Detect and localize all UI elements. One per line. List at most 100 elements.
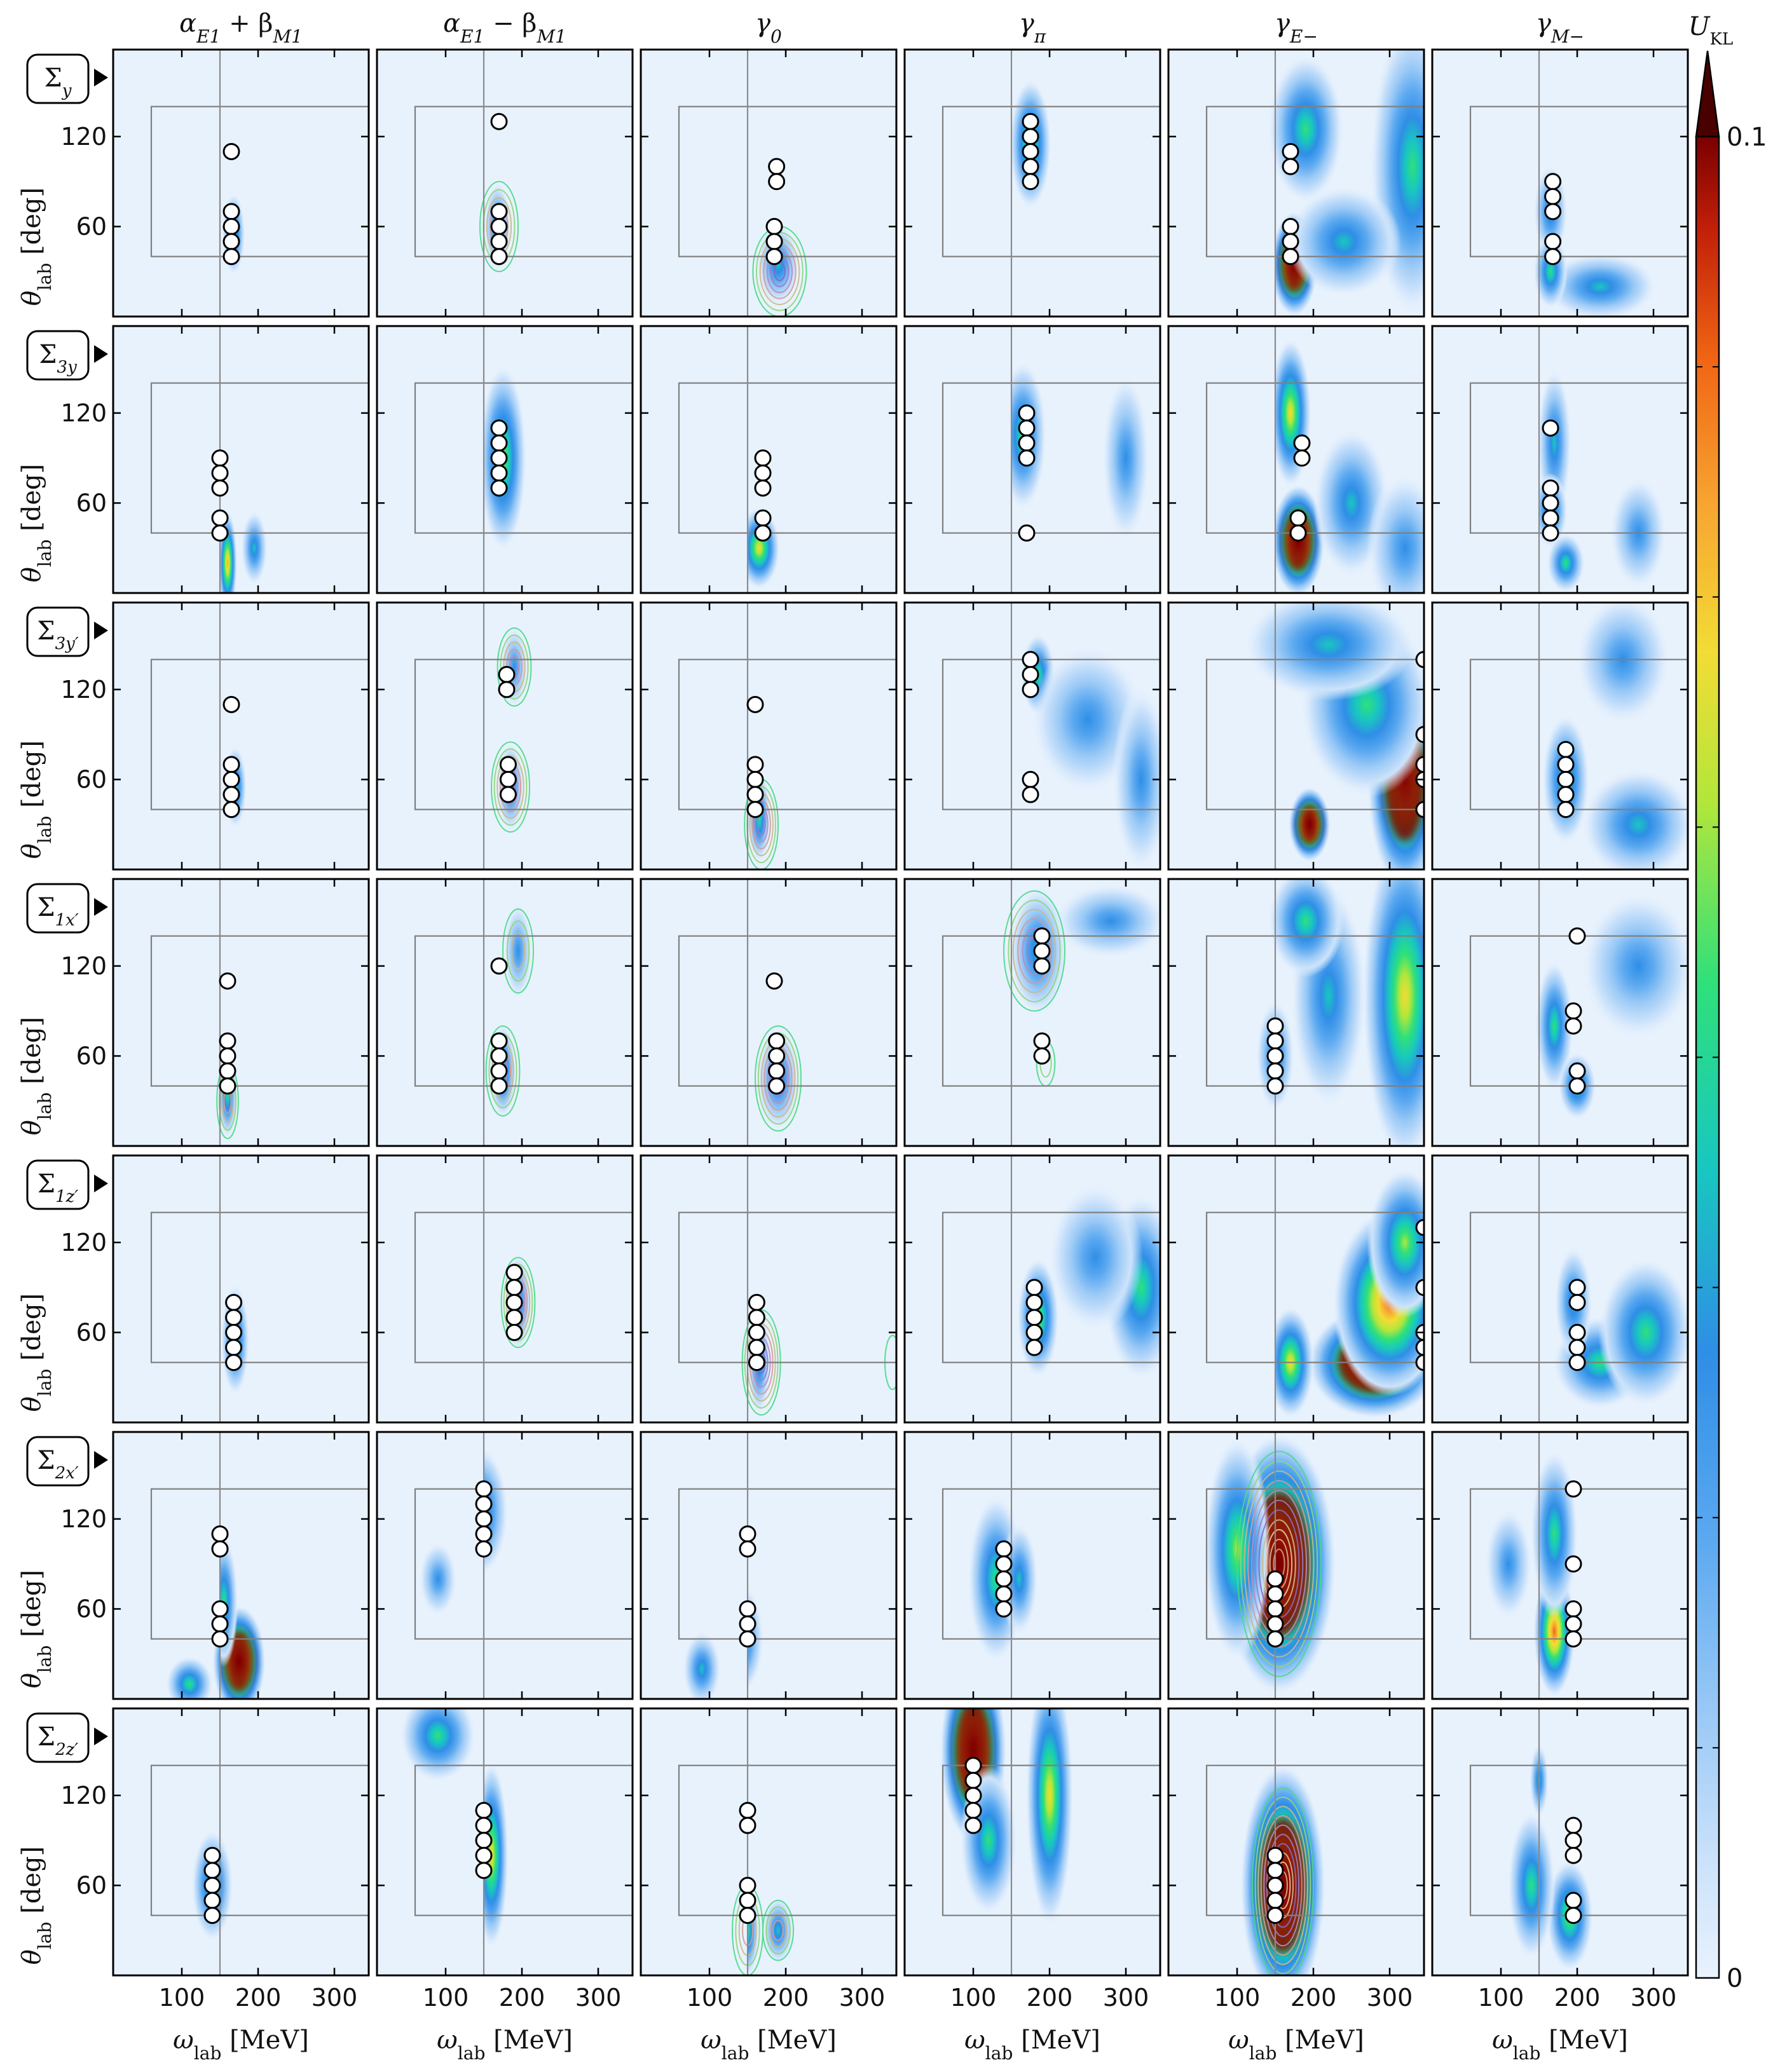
data-point bbox=[475, 1862, 493, 1879]
panel-background bbox=[113, 879, 369, 1146]
data-point bbox=[1266, 1630, 1284, 1648]
x-tick-label: 300 bbox=[1367, 1984, 1413, 2012]
x-axis-label: ωlab [MeV] bbox=[964, 2026, 1100, 2064]
data-point bbox=[1542, 479, 1559, 497]
svg-text:Σy: Σy bbox=[44, 64, 72, 100]
region-box bbox=[1205, 1764, 1424, 1916]
panel-r4-c2 bbox=[376, 878, 634, 1147]
data-point bbox=[768, 1032, 786, 1050]
data-point bbox=[1568, 1354, 1586, 1372]
region-box bbox=[414, 382, 633, 534]
region-box bbox=[150, 935, 369, 1087]
contour-line bbox=[485, 1025, 521, 1117]
panel-r6-c5 bbox=[1167, 1431, 1425, 1700]
row-label-1z: Σ1z′ bbox=[26, 1159, 90, 1210]
data-point bbox=[490, 217, 508, 235]
region-box bbox=[150, 1211, 369, 1363]
y-tick-label: 120 bbox=[60, 952, 107, 980]
row-arrow-icon bbox=[94, 1175, 108, 1192]
data-point bbox=[739, 1891, 756, 1909]
panel-r1-c1: 60 120 θlab [deg] Σy bbox=[17, 48, 370, 318]
density-region bbox=[1484, 1508, 1533, 1621]
panel-frame bbox=[112, 1707, 370, 1977]
region-box bbox=[941, 1488, 1160, 1640]
data-point bbox=[225, 1293, 243, 1311]
data-point bbox=[1544, 173, 1562, 191]
region-box bbox=[941, 1764, 1160, 1916]
data-point bbox=[746, 695, 764, 713]
row-label-2x: Σ2x′ bbox=[26, 1436, 90, 1487]
y-tick-label: 60 bbox=[76, 1595, 107, 1623]
data-point bbox=[222, 217, 240, 235]
contour-line bbox=[503, 1264, 533, 1342]
data-point bbox=[1289, 509, 1307, 527]
panel-background bbox=[113, 50, 369, 317]
x-axis-label: ωlab [MeV] bbox=[1228, 2026, 1364, 2064]
y-tick-label: 60 bbox=[76, 1871, 107, 1899]
region-box bbox=[150, 1764, 369, 1916]
panel-frame bbox=[903, 325, 1161, 594]
data-point bbox=[203, 1846, 221, 1864]
panel-r3-c6 bbox=[1431, 601, 1689, 871]
x-tick-label: 300 bbox=[1631, 1984, 1677, 2012]
density-region bbox=[1598, 1257, 1688, 1408]
panel-r2-c4 bbox=[903, 325, 1161, 594]
data-point bbox=[1557, 801, 1575, 819]
data-point bbox=[225, 1339, 243, 1356]
region-box bbox=[1205, 382, 1424, 534]
region-box bbox=[150, 658, 369, 810]
contour-line bbox=[1243, 1470, 1315, 1658]
data-point bbox=[768, 158, 786, 175]
data-point bbox=[211, 524, 229, 542]
row-arrow-icon bbox=[94, 1728, 108, 1745]
panel-r2-c5 bbox=[1167, 325, 1425, 594]
data-point bbox=[219, 972, 236, 990]
x-tick-label: 200 bbox=[1554, 1984, 1601, 2012]
data-point bbox=[1022, 786, 1039, 803]
contour-line bbox=[769, 1912, 788, 1948]
data-point bbox=[1542, 494, 1559, 512]
data-point bbox=[1266, 1585, 1284, 1603]
data-point bbox=[475, 1846, 493, 1864]
data-point bbox=[739, 1615, 756, 1633]
data-point bbox=[490, 203, 508, 221]
panel-r1-c5 bbox=[1167, 48, 1425, 318]
data-point bbox=[1568, 1077, 1586, 1095]
data-point bbox=[203, 1862, 221, 1879]
data-point bbox=[475, 1540, 493, 1558]
panel-frame bbox=[112, 48, 370, 318]
data-point bbox=[739, 1907, 756, 1925]
data-point bbox=[1542, 419, 1559, 437]
panel-frame bbox=[640, 48, 898, 318]
density-region bbox=[1112, 685, 1160, 869]
data-point bbox=[1542, 509, 1559, 527]
data-point bbox=[211, 1540, 229, 1558]
data-point bbox=[765, 233, 783, 250]
data-point bbox=[1293, 434, 1311, 452]
data-point bbox=[505, 1323, 523, 1341]
data-point bbox=[1415, 801, 1424, 819]
data-point bbox=[748, 1293, 765, 1311]
data-point bbox=[739, 1801, 756, 1819]
panel-grid: 60 120 θlab [deg] Σy 60 120 θlab [deg] Σ3y 60 120… bbox=[17, 48, 1689, 2064]
density-region bbox=[1581, 768, 1688, 869]
data-point bbox=[1544, 203, 1562, 221]
data-point bbox=[1022, 142, 1039, 160]
panel-frame bbox=[1167, 1707, 1425, 1977]
data-point bbox=[490, 112, 508, 130]
panel-r3-c3 bbox=[640, 601, 898, 871]
region-box bbox=[941, 658, 1160, 810]
data-point bbox=[1266, 1907, 1284, 1925]
panel-r4-c5 bbox=[1167, 878, 1425, 1147]
panel-frame bbox=[1431, 878, 1689, 1147]
panel-r5-c3 bbox=[640, 1154, 898, 1424]
data-point bbox=[1018, 434, 1036, 452]
data-point bbox=[490, 1077, 508, 1095]
data-point bbox=[1568, 927, 1586, 945]
panel-frame bbox=[1167, 325, 1425, 594]
x-tick-label: 300 bbox=[1103, 1984, 1149, 2012]
data-point bbox=[490, 957, 508, 975]
